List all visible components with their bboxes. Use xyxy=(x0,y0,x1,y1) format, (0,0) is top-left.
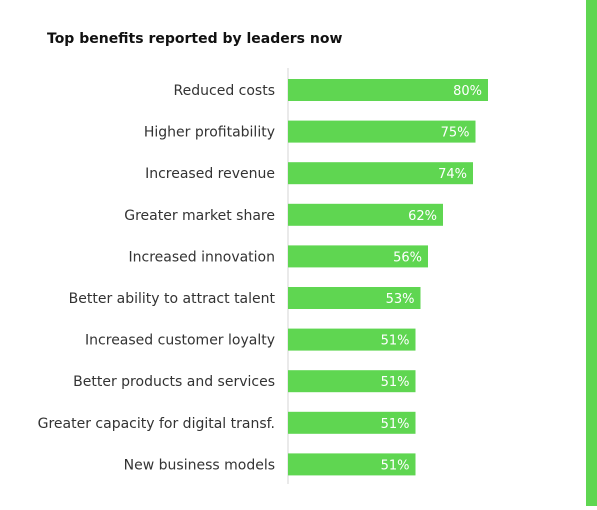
bar-value-label: 51% xyxy=(381,417,410,432)
category-label: New business models xyxy=(124,457,275,473)
bar-value-label: 56% xyxy=(393,250,422,265)
category-label: Higher profitability xyxy=(144,125,275,141)
accent-stripe xyxy=(586,0,597,506)
bar-value-label: 62% xyxy=(408,209,437,224)
bar-value-label: 75% xyxy=(441,126,470,141)
category-label: Reduced costs xyxy=(174,83,275,99)
category-label: Better ability to attract talent xyxy=(69,291,276,307)
bar-value-label: 51% xyxy=(381,375,410,390)
category-label: Better products and services xyxy=(73,374,275,390)
category-label: Increased customer loyalty xyxy=(85,333,275,349)
category-label: Greater capacity for digital transf. xyxy=(38,416,275,432)
bar-value-label: 80% xyxy=(453,84,482,99)
bars-group: Reduced costs 80% Higher profitability 75% I… xyxy=(38,79,488,475)
category-label: Greater market share xyxy=(124,208,275,224)
chart-title: Top benefits reported by leaders now xyxy=(47,31,342,47)
bar-value-label: 53% xyxy=(386,292,415,307)
category-label: Increased revenue xyxy=(145,166,275,182)
category-label: Increased innovation xyxy=(129,249,275,265)
bar-value-label: 51% xyxy=(381,458,410,473)
bar-value-label: 74% xyxy=(438,167,467,182)
bar-value-label: 51% xyxy=(381,334,410,349)
